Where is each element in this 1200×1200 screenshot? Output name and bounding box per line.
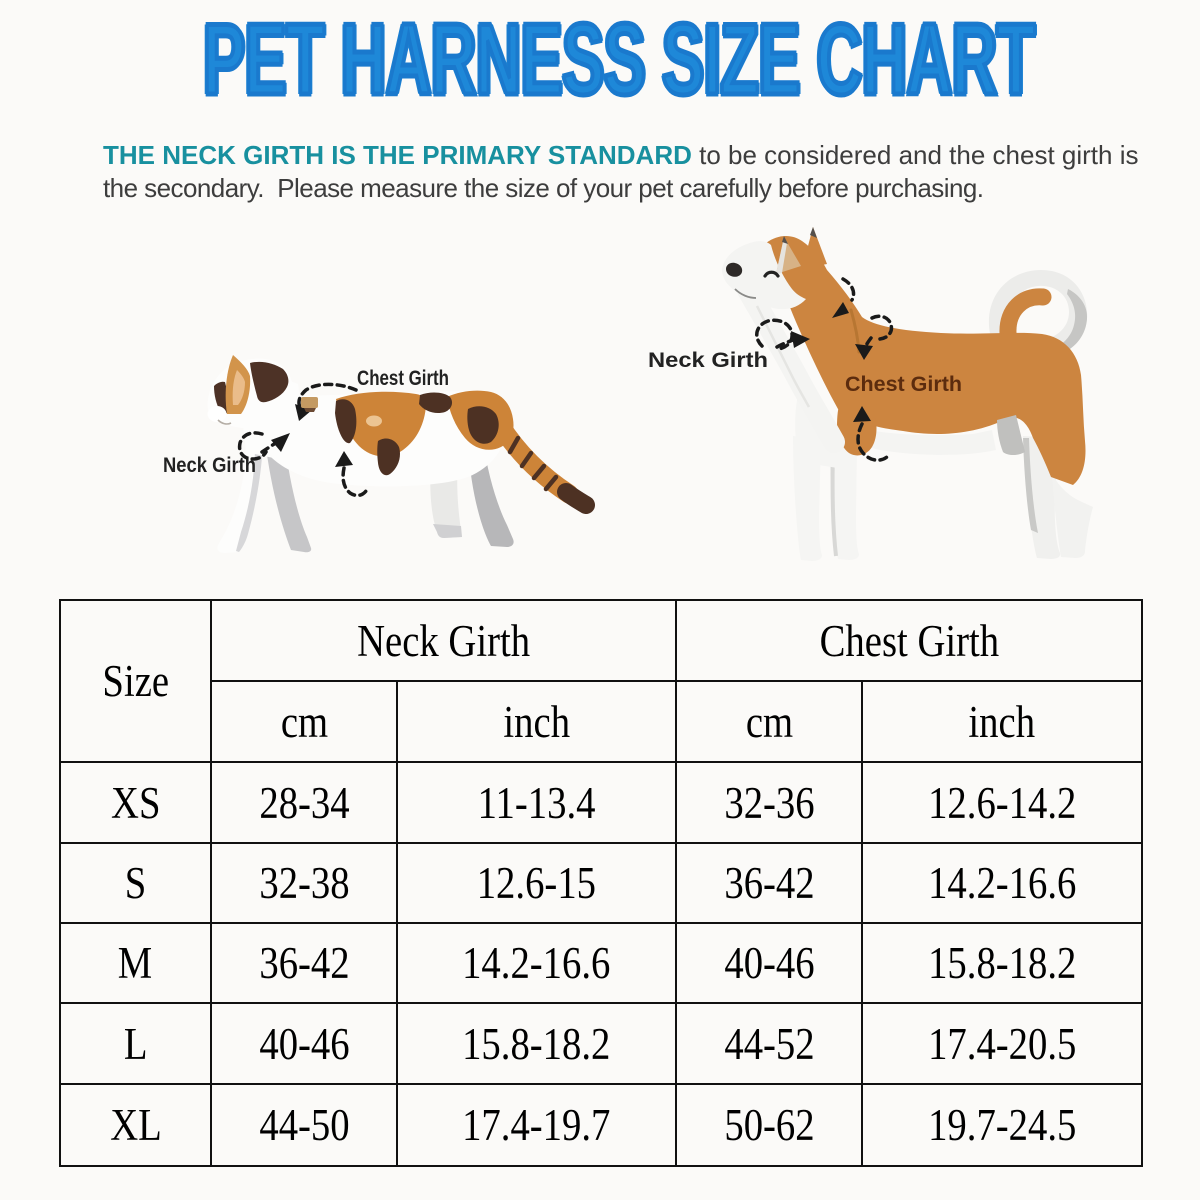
- svg-text:Neck Girth: Neck Girth: [648, 349, 768, 372]
- svg-text:Neck Girth: Neck Girth: [163, 454, 256, 477]
- svg-text:Chest Girth: Chest Girth: [845, 373, 962, 396]
- svg-text:Chest Girth: Chest Girth: [357, 367, 449, 390]
